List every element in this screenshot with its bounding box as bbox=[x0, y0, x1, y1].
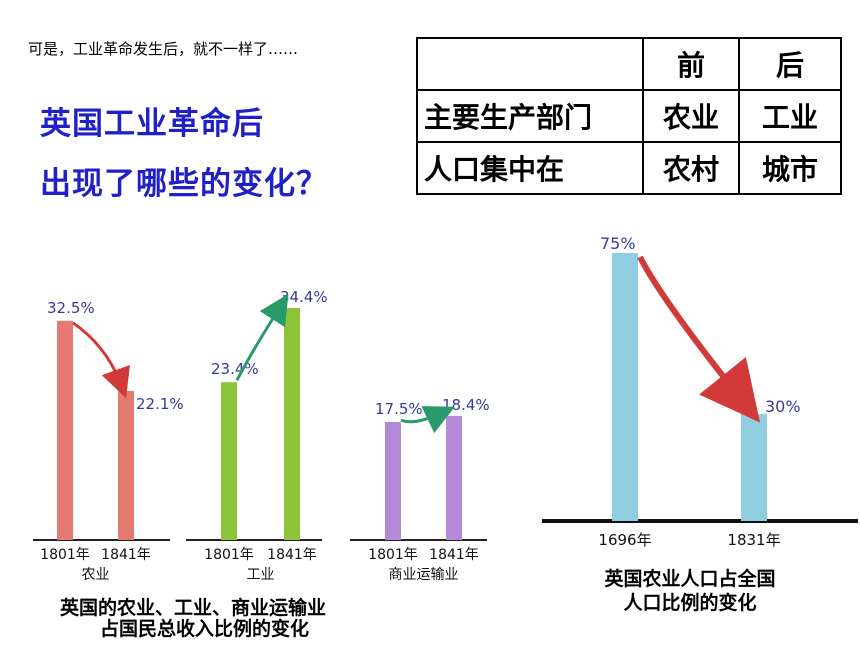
x-tick-label: 1841年 bbox=[267, 547, 317, 563]
table-row: 人口集中在 农村 城市 bbox=[416, 141, 842, 195]
bar bbox=[118, 390, 134, 540]
bar bbox=[385, 421, 401, 540]
data-label: 32.5% bbox=[47, 299, 95, 317]
group-label: 商业运输业 bbox=[389, 567, 459, 583]
table-cell: 主要生产部门 bbox=[416, 89, 644, 143]
trend-arrow bbox=[235, 293, 289, 381]
intro-text: 可是，工业革命发生后，就不一样了…… bbox=[28, 40, 299, 58]
bar bbox=[284, 308, 300, 540]
x-tick-label: 1801年 bbox=[40, 547, 90, 563]
x-tick-label: 1841年 bbox=[101, 547, 151, 563]
data-label: 23.4% bbox=[211, 360, 259, 378]
table-header-row: 前 后 bbox=[416, 37, 842, 91]
data-label: 17.5% bbox=[375, 400, 423, 418]
trend-arrow bbox=[72, 321, 130, 399]
bar bbox=[446, 415, 462, 540]
x-tick-label: 1831年 bbox=[727, 531, 780, 549]
comparison-table: 前 后 主要生产部门 农业 工业 人口集中在 农村 城市 bbox=[416, 37, 842, 195]
data-label: 18.4% bbox=[442, 396, 490, 414]
trend-arrow bbox=[637, 255, 761, 423]
group-label: 工业 bbox=[247, 567, 275, 583]
agri-population-chart: 1696年 1831年 75% 30% bbox=[542, 234, 858, 549]
table-cell: 人口集中在 bbox=[416, 141, 644, 195]
table-cell: 工业 bbox=[738, 89, 842, 143]
data-label: 30% bbox=[765, 397, 801, 416]
data-label: 22.1% bbox=[136, 395, 184, 413]
income-chart-title-line-2: 占国民总收入比例的变化 bbox=[100, 618, 310, 640]
trend-arrow bbox=[400, 406, 455, 434]
table-cell: 城市 bbox=[738, 141, 842, 195]
question-line-2: 出现了哪些的变化？ bbox=[40, 166, 328, 202]
population-chart-title-line-1: 英国农业人口占全国 bbox=[604, 568, 776, 590]
data-label: 75% bbox=[600, 234, 636, 253]
x-tick-label: 1801年 bbox=[204, 547, 254, 563]
table-cell: 前 bbox=[642, 37, 740, 91]
bar bbox=[221, 382, 237, 540]
group-label: 农业 bbox=[82, 567, 110, 583]
x-tick-label: 1696年 bbox=[598, 531, 651, 549]
bar bbox=[741, 413, 767, 521]
table-cell bbox=[416, 37, 644, 91]
table-cell: 农业 bbox=[642, 89, 740, 143]
table-cell: 后 bbox=[738, 37, 842, 91]
x-tick-label: 1841年 bbox=[429, 547, 479, 563]
bar bbox=[57, 320, 73, 540]
x-tick-label: 1801年 bbox=[368, 547, 418, 563]
population-chart-title-line-2: 人口比例的变化 bbox=[623, 592, 757, 614]
table-cell: 农村 bbox=[642, 141, 740, 195]
income-chart-title-line-1: 英国的农业、工业、商业运输业 bbox=[60, 597, 327, 619]
data-label: 34.4% bbox=[280, 288, 328, 306]
table-row: 主要生产部门 农业 工业 bbox=[416, 89, 842, 143]
question-line-1: 英国工业革命后 bbox=[40, 106, 264, 142]
bar bbox=[612, 253, 638, 521]
